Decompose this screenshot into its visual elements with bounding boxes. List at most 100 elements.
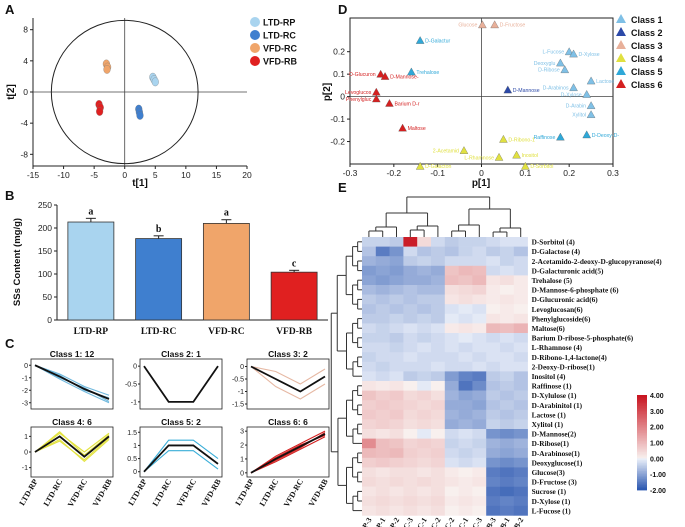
heatmap-cell — [486, 486, 501, 497]
heatmap-cell — [500, 256, 515, 267]
axis-a-ylabel: t[2] — [6, 84, 17, 100]
heatmap-cell — [458, 419, 473, 430]
loading-point — [586, 76, 596, 85]
heatmap-cell — [389, 371, 404, 382]
heatmap-cell — [472, 409, 487, 420]
heatmap-cell — [458, 304, 473, 315]
tick-label-a-y: 8 — [23, 25, 28, 35]
heatmap-cell — [513, 467, 528, 478]
tick-label-c-y: 3 — [240, 429, 244, 436]
heatmap-cell — [417, 419, 432, 430]
color-scale-step — [637, 488, 647, 491]
legend-a-swatch — [250, 30, 260, 40]
heatmap-cell — [513, 419, 528, 430]
heatmap-cell — [513, 285, 528, 295]
significance-letter: b — [156, 224, 162, 235]
color-scale-label: 4.00 — [650, 393, 664, 400]
heatmap-cell — [444, 477, 459, 487]
profile-x-label: LTD-RP — [17, 477, 39, 507]
heatmap-cell — [431, 342, 446, 353]
tick-label-c-y: -1 — [22, 375, 28, 382]
tick-label-d-y: -0.1 — [330, 114, 345, 124]
heatmap-cell — [458, 333, 473, 343]
class-profile-title: Class 4: 6 — [52, 417, 92, 427]
tick-label-b-y: 0 — [47, 315, 52, 325]
profile-mean-line — [34, 364, 110, 400]
color-scale-step — [637, 452, 647, 454]
loading-label: D-Arabin — [566, 104, 587, 110]
heatmap-cell — [362, 294, 377, 305]
heatmap-cell — [362, 429, 377, 439]
loading-label: Phenylgluc — [346, 97, 372, 103]
color-scale-step — [637, 472, 647, 475]
heatmap-cell — [375, 486, 390, 497]
heatmap-cell — [417, 246, 432, 257]
loading-label: L-Fucose — [543, 50, 565, 56]
heatmap-cell — [431, 438, 446, 449]
heatmap-cell — [417, 256, 432, 267]
heatmap-cell — [472, 390, 487, 401]
heatmap-cell — [472, 285, 487, 295]
heatmap-cell — [472, 419, 487, 430]
heatmap-cell — [375, 390, 390, 401]
profile-frame — [30, 426, 114, 478]
loading-point — [490, 20, 499, 29]
heatmap-row-label: Lactose (1) — [532, 410, 567, 419]
heatmap-cell — [375, 457, 390, 468]
tick-label-a-y: -4 — [20, 118, 28, 128]
heatmap-cell — [417, 381, 432, 391]
heatmap-col-label: LTD-RP-3 — [349, 516, 374, 527]
heatmap-cell — [389, 457, 404, 468]
heatmap-cell — [417, 505, 432, 516]
panel-letter-b: B — [5, 188, 14, 203]
heatmap-cell — [403, 352, 418, 363]
heatmap-cell — [375, 323, 390, 334]
tick-label-d-x: 0.1 — [519, 168, 531, 178]
legend-d-swatch — [616, 27, 626, 36]
profile-frame — [30, 358, 114, 410]
heatmap-row-label: D-Mannose-6-phosphate (6) — [532, 286, 620, 295]
heatmap-cell — [486, 371, 501, 382]
tick-label-c-y: 0 — [240, 470, 244, 477]
heatmap-cell — [362, 419, 377, 430]
loading-label: Levoglucos — [345, 90, 372, 96]
heatmap-row-label: Sucrose (1) — [532, 487, 567, 496]
heatmap-cell — [486, 265, 501, 276]
heatmap-cell — [375, 371, 390, 382]
legend-a-label: VFD-RB — [263, 57, 297, 67]
heatmap-cell — [513, 486, 528, 497]
heatmap-cell — [500, 467, 515, 478]
color-scale-step — [637, 436, 647, 439]
loading-point — [564, 47, 574, 56]
heatmap-row-label: Maltose(6) — [532, 324, 566, 333]
color-scale-step — [637, 421, 647, 424]
heatmap-cell — [472, 467, 487, 478]
color-scale-step — [637, 398, 647, 401]
color-scale-step — [637, 467, 647, 470]
loading-label: Raffinose — [534, 135, 556, 141]
heatmap-cell — [486, 352, 501, 363]
class-profile-3: Class 3: 2 0 -0.5 -1 -1.5 — [232, 349, 330, 410]
panel-d-loading-plot: -0.3 -0.2 -0.1 0 0.1 0.2 0.3 -0.2 -0.1 0 0.1 0.2 Gl… — [322, 14, 663, 189]
heatmap-cell — [486, 467, 501, 478]
heatmap-cell — [403, 400, 418, 411]
heatmap-cell — [513, 246, 528, 257]
loading-point — [560, 65, 570, 74]
profile-mean-line — [143, 365, 219, 403]
class-profile-title: Class 3: 2 — [268, 349, 308, 359]
heatmap-cell — [500, 361, 515, 372]
heatmap-cell — [486, 323, 501, 334]
profile-mean-line — [250, 433, 326, 474]
heatmap-row-label: Barium D-ribose-5-phosphate(6) — [532, 334, 634, 343]
heatmap-cell — [500, 313, 515, 324]
heatmap-cell — [513, 352, 528, 363]
loading-point — [586, 101, 596, 109]
color-scale-step — [637, 482, 647, 485]
heatmap-cell — [362, 505, 377, 516]
heatmap-cell — [472, 237, 487, 247]
heatmap-row-label: Trehalose (5) — [532, 276, 573, 285]
color-scale-step — [637, 434, 647, 437]
heatmap-cell — [417, 409, 432, 420]
heatmap-cell — [389, 448, 404, 459]
heatmap-cell — [417, 294, 432, 305]
